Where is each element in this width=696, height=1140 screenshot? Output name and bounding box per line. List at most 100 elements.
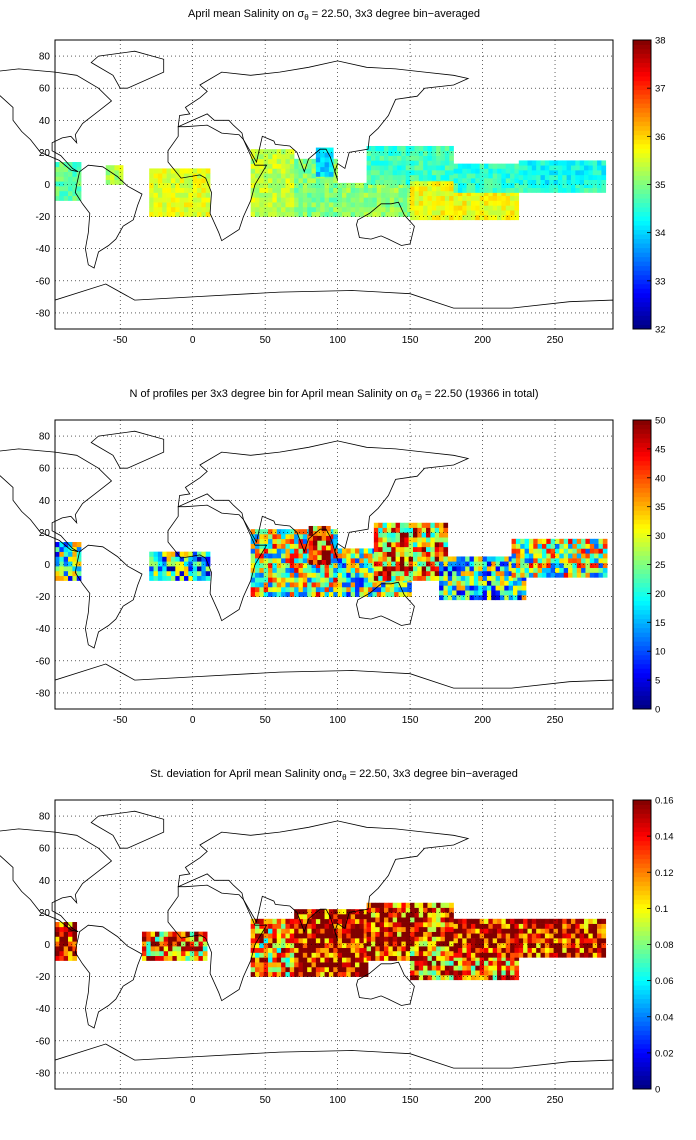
bin-cell	[465, 595, 470, 601]
bin-cell	[391, 566, 396, 572]
bin-cell	[414, 190, 420, 197]
bin-cell	[465, 566, 470, 572]
bin-cell	[72, 171, 78, 177]
bin-cell	[272, 952, 278, 958]
bin-cell	[350, 586, 356, 593]
bin-cell	[414, 195, 420, 201]
bin-cell	[501, 975, 507, 981]
bin-cell	[379, 941, 385, 947]
bin-cell	[272, 942, 278, 949]
bin-cell	[397, 936, 402, 942]
bin-cell	[294, 182, 299, 189]
colorbar-segment	[633, 917, 651, 923]
colorbar-tick-label: 20	[655, 589, 666, 600]
bin-cell	[462, 168, 467, 174]
bin-cell	[63, 575, 69, 581]
bin-cell	[185, 955, 191, 961]
bin-cell	[170, 168, 176, 174]
bin-cell	[183, 566, 189, 572]
bin-cell	[359, 591, 365, 597]
bin-cell	[457, 178, 463, 184]
bin-cell	[499, 570, 505, 577]
colorbar-segment	[633, 537, 651, 543]
bin-cell	[470, 210, 476, 216]
bin-cell	[562, 165, 567, 171]
bin-cell	[259, 928, 265, 934]
bin-cell	[553, 942, 559, 949]
x-tick-label: 0	[190, 1095, 196, 1106]
bin-cell	[276, 567, 282, 573]
colorbar-tick-label: 32	[655, 325, 666, 336]
bin-cell	[298, 562, 304, 569]
bin-cell	[366, 946, 372, 952]
y-tick-label: 0	[44, 940, 50, 951]
bin-cell	[449, 215, 454, 221]
bin-cell	[527, 938, 533, 944]
bin-cell	[482, 561, 488, 567]
bin-cell	[484, 195, 489, 201]
bin-cell	[68, 186, 73, 192]
bin-cell	[553, 918, 559, 924]
bin-cell	[510, 928, 515, 934]
bin-cell	[205, 206, 211, 213]
colorbar-segment	[633, 636, 651, 642]
colorbar-segment	[633, 998, 651, 1004]
bin-cell	[328, 913, 334, 920]
bin-cell	[170, 173, 176, 179]
bin-cell	[170, 556, 176, 562]
bin-cell	[250, 942, 256, 949]
bin-cell	[320, 182, 325, 189]
bin-cell	[302, 158, 308, 164]
bin-cell	[285, 562, 291, 569]
colorbar-segment	[633, 985, 651, 991]
colorbar-tick-label: 45	[655, 444, 666, 455]
colorbar-segment	[633, 555, 651, 561]
bin-cell	[272, 187, 278, 193]
bin-cell	[272, 548, 278, 554]
bin-cell	[399, 551, 405, 557]
bin-cell	[302, 572, 308, 578]
bin-cell	[592, 942, 598, 949]
bin-cell	[449, 155, 454, 161]
y-tick-label: 20	[39, 908, 51, 919]
bin-cell	[601, 938, 607, 944]
bin-cell	[514, 938, 520, 944]
bin-cell	[294, 187, 299, 193]
bin-cell	[510, 965, 515, 971]
bin-cell	[149, 561, 154, 567]
bin-cell	[597, 928, 602, 934]
bin-cell	[333, 591, 338, 597]
bin-cell	[337, 206, 343, 213]
bin-cell	[484, 942, 489, 949]
bin-cell	[418, 181, 424, 187]
bin-cell	[575, 918, 580, 924]
bin-cell	[311, 957, 317, 963]
bin-cell	[427, 186, 433, 192]
bin-cell	[378, 522, 383, 528]
x-tick-label: 0	[190, 335, 196, 346]
bin-cell	[562, 942, 567, 949]
bin-cell	[440, 936, 446, 942]
bin-cell	[370, 174, 376, 180]
bin-cell	[572, 538, 578, 544]
bin-cell	[320, 942, 325, 949]
bin-cell	[298, 923, 304, 929]
bin-cell	[68, 946, 73, 952]
bin-cell	[298, 206, 304, 213]
bin-cell	[194, 941, 199, 947]
bin-cell	[341, 192, 347, 198]
bin-cell	[285, 933, 291, 939]
bin-cell	[520, 558, 525, 564]
bin-cell	[326, 540, 331, 546]
bin-cell	[475, 200, 480, 206]
bin-cell	[372, 582, 378, 588]
bin-cell	[337, 586, 343, 593]
bin-cell	[540, 170, 546, 176]
bin-cell	[341, 928, 347, 934]
bin-cell	[597, 923, 602, 929]
bin-cell	[436, 922, 441, 928]
x-tick-label: 150	[402, 1095, 419, 1106]
bin-cell	[395, 566, 401, 572]
bin-cell	[59, 176, 64, 182]
bin-cell	[333, 543, 338, 549]
